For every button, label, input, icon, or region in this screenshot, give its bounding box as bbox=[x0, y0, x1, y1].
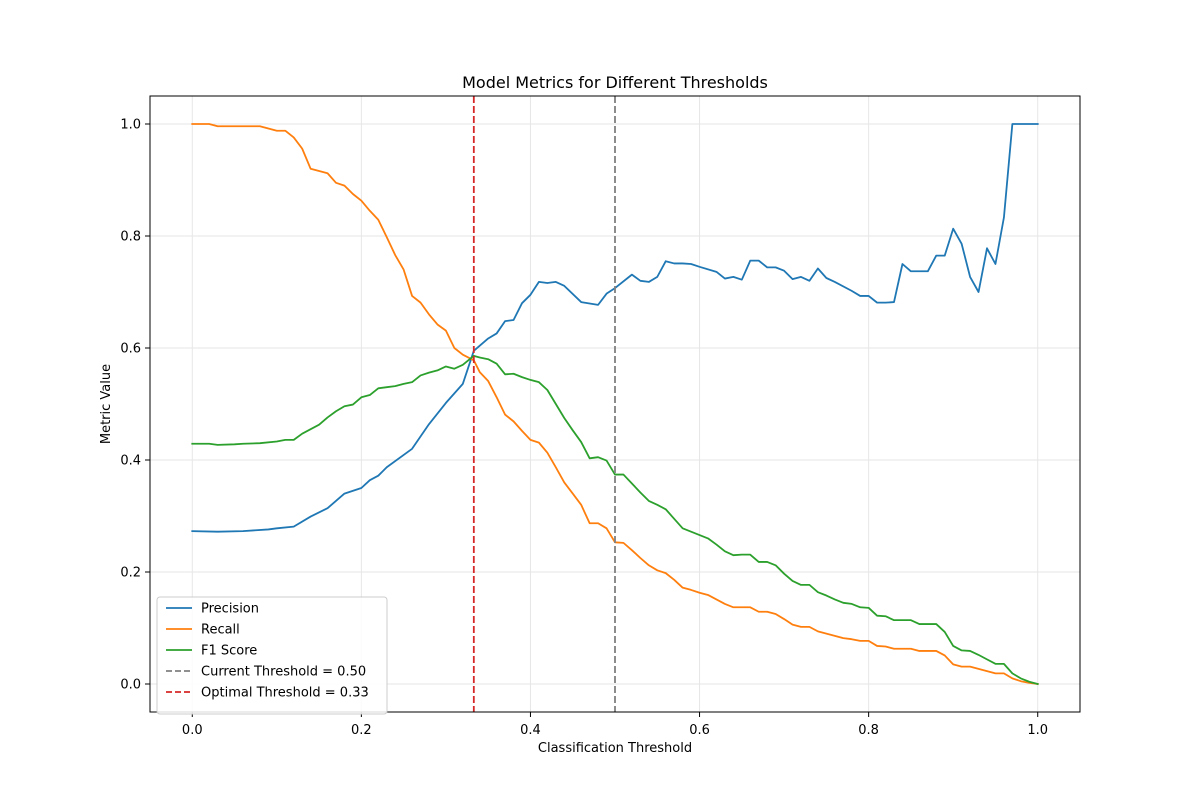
series-line-precision bbox=[191, 123, 1039, 533]
x-tick-label: 0.0 bbox=[182, 723, 203, 738]
legend-label: Precision bbox=[201, 602, 259, 617]
chart-title: Model Metrics for Different Thresholds bbox=[462, 73, 768, 92]
series-line-f1-score bbox=[191, 354, 1039, 686]
y-tick-label: 0.8 bbox=[120, 230, 141, 245]
reference-layer bbox=[472, 96, 616, 712]
y-tick-label: 0.6 bbox=[120, 342, 141, 357]
y-axis-title: Metric Value bbox=[99, 364, 114, 444]
x-tick-label: 0.8 bbox=[858, 723, 879, 738]
x-axis-title: Classification Threshold bbox=[538, 741, 692, 756]
y-tick-label: 0.2 bbox=[120, 566, 141, 581]
y-tick-label: 1.0 bbox=[120, 118, 141, 133]
legend-label: Current Threshold = 0.50 bbox=[201, 665, 366, 680]
axis-layer: 0.0 0.2 0.4 0.6 0.8 1.0 0.0 0.2 0.4 0.6 0.8 1.0 bbox=[120, 118, 1048, 739]
x-tick-label: 1.0 bbox=[1027, 723, 1048, 738]
x-tick-label: 0.2 bbox=[351, 723, 372, 738]
y-tick-label: 0.4 bbox=[120, 454, 141, 469]
legend-label: F1 Score bbox=[201, 644, 257, 659]
legend-box bbox=[156, 596, 388, 715]
plot-frame bbox=[149, 95, 1081, 713]
x-tick-label: 0.6 bbox=[689, 723, 710, 738]
legend-label: Optimal Threshold = 0.33 bbox=[201, 686, 369, 701]
x-tick-label: 0.4 bbox=[520, 723, 541, 738]
legend: Precision Recall F1 Score Current Threshold… bbox=[156, 596, 388, 715]
series-line-recall bbox=[191, 123, 1039, 686]
series-layer bbox=[191, 123, 1039, 686]
legend-label: Recall bbox=[201, 623, 240, 638]
y-tick-label: 0.0 bbox=[120, 678, 141, 693]
